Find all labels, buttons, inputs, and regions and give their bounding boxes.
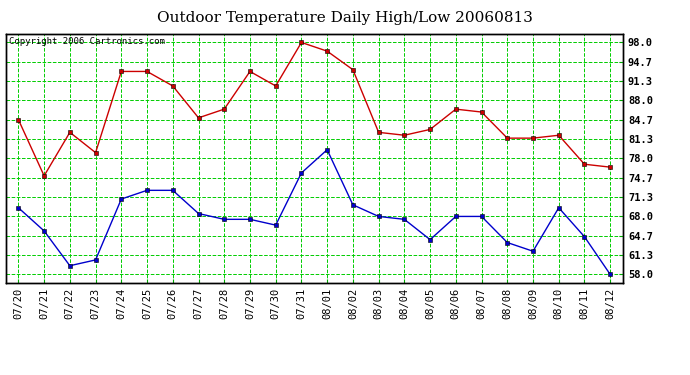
Text: Outdoor Temperature Daily High/Low 20060813: Outdoor Temperature Daily High/Low 20060… bbox=[157, 11, 533, 25]
Text: Copyright 2006 Cartronics.com: Copyright 2006 Cartronics.com bbox=[8, 38, 164, 46]
